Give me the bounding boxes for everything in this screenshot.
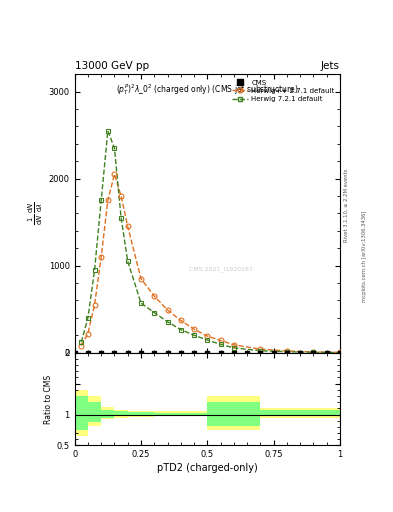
Text: mcplots.cern.ch [arXiv:1306.3436]: mcplots.cern.ch [arXiv:1306.3436] bbox=[362, 210, 367, 302]
X-axis label: pTD2 (charged-only): pTD2 (charged-only) bbox=[157, 463, 258, 474]
Text: 13000 GeV pp: 13000 GeV pp bbox=[75, 60, 149, 71]
Text: Jets: Jets bbox=[321, 60, 340, 71]
Y-axis label: $\frac{1}{\mathrm{d}N}\,\frac{\mathrm{d}N}{\mathrm{d}\lambda}$: $\frac{1}{\mathrm{d}N}\,\frac{\mathrm{d}… bbox=[26, 202, 44, 225]
Text: CMS 2021_I1920187: CMS 2021_I1920187 bbox=[189, 266, 253, 272]
Y-axis label: Ratio to CMS: Ratio to CMS bbox=[44, 374, 53, 423]
Text: $(p_T^P)^2\lambda\_0^2$ (charged only) (CMS jet substructure): $(p_T^P)^2\lambda\_0^2$ (charged only) (… bbox=[116, 82, 299, 97]
Text: Rivet 3.1.10, ≥ 2.2M events: Rivet 3.1.10, ≥ 2.2M events bbox=[344, 168, 349, 242]
Legend: CMS, Herwig++ 2.7.1 default, Herwig 7.2.1 default: CMS, Herwig++ 2.7.1 default, Herwig 7.2.… bbox=[230, 78, 336, 104]
